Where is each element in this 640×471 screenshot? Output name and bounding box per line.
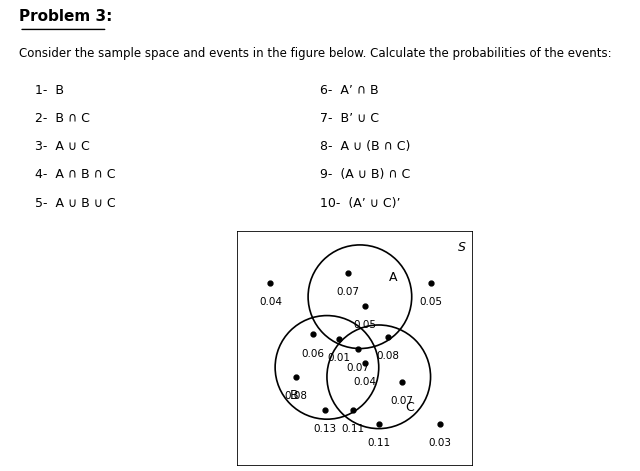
Text: 0.01: 0.01: [327, 353, 350, 363]
Text: 3-  A ∪ C: 3- A ∪ C: [35, 140, 90, 153]
Text: Problem 3:: Problem 3:: [19, 9, 113, 24]
Text: 0.11: 0.11: [341, 424, 364, 434]
Text: 2-  B ∩ C: 2- B ∩ C: [35, 112, 90, 125]
Text: 0.08: 0.08: [285, 391, 308, 401]
Text: 0.04: 0.04: [353, 377, 376, 387]
Text: A: A: [388, 271, 397, 284]
Text: 0.04: 0.04: [259, 297, 282, 307]
Text: 9-  (A ∪ B) ∩ C: 9- (A ∪ B) ∩ C: [320, 169, 410, 181]
Text: 4-  A ∩ B ∩ C: 4- A ∩ B ∩ C: [35, 169, 116, 181]
Text: 0.07: 0.07: [346, 363, 369, 373]
Text: 7-  B’ ∪ C: 7- B’ ∪ C: [320, 112, 379, 125]
Text: 0.05: 0.05: [419, 297, 442, 307]
Text: C: C: [405, 401, 413, 414]
Text: 0.03: 0.03: [429, 438, 451, 448]
Text: 0.13: 0.13: [313, 424, 336, 434]
Text: S: S: [458, 241, 467, 254]
Text: 0.07: 0.07: [337, 287, 360, 297]
Text: 6-  A’ ∩ B: 6- A’ ∩ B: [320, 84, 379, 97]
Text: 0.07: 0.07: [391, 396, 414, 406]
Text: 10-  (A’ ∪ C)’: 10- (A’ ∪ C)’: [320, 197, 401, 210]
Text: 0.08: 0.08: [377, 351, 399, 361]
Text: 0.05: 0.05: [353, 320, 376, 330]
Text: 0.06: 0.06: [301, 349, 324, 358]
Text: 1-  B: 1- B: [35, 84, 64, 97]
Text: B: B: [290, 389, 298, 402]
Text: Consider the sample space and events in the figure below. Calculate the probabil: Consider the sample space and events in …: [19, 47, 612, 60]
Text: 8-  A ∪ (B ∩ C): 8- A ∪ (B ∩ C): [320, 140, 410, 153]
Text: 5-  A ∪ B ∪ C: 5- A ∪ B ∪ C: [35, 197, 116, 210]
Text: 0.11: 0.11: [367, 438, 390, 448]
